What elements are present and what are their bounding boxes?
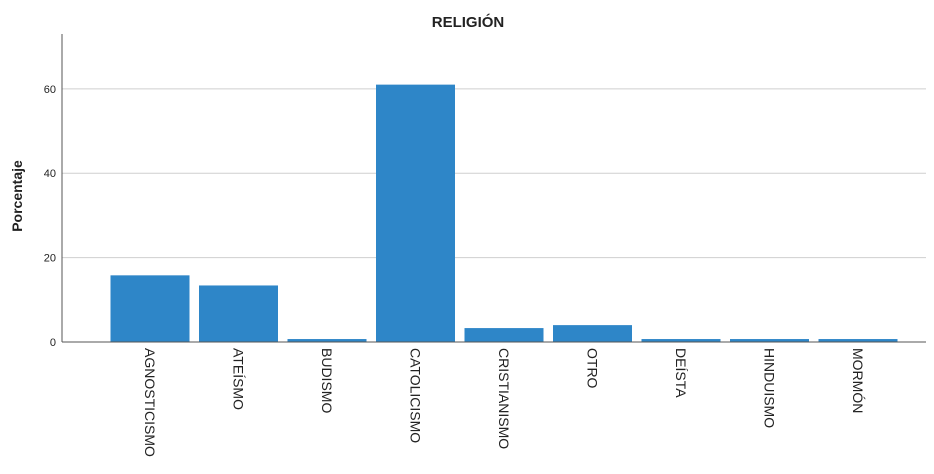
y-tick-label: 60 xyxy=(44,84,56,96)
bar-agnosticismo xyxy=(110,275,190,342)
y-tick-label: 40 xyxy=(44,168,56,180)
x-tick-label: MORMÓN xyxy=(850,348,866,413)
bar-otro xyxy=(553,325,632,342)
y-tick-label: 0 xyxy=(50,337,56,349)
x-tick-label: ATEÍSMO xyxy=(231,348,247,410)
x-tick-labels: AGNOSTICISMO ATEÍSMO BUDISMO CATOLICISMO CRI… xyxy=(142,348,866,457)
bar-deísta xyxy=(641,339,721,342)
bar-hinduismo xyxy=(730,339,809,342)
x-tick-label: BUDISMO xyxy=(319,348,335,413)
y-axis-label: Porcentaje xyxy=(9,160,25,232)
y-tick-labels: 0 20 40 60 xyxy=(44,84,56,349)
x-tick-label: AGNOSTICISMO xyxy=(142,348,158,457)
y-tick-label: 20 xyxy=(44,253,56,265)
x-tick-label: DEÍSTA xyxy=(673,348,689,398)
x-tick-label: CATOLICISMO xyxy=(408,348,424,443)
axes xyxy=(61,34,926,343)
bar-mormón xyxy=(818,339,898,342)
bar-catolicismo xyxy=(376,84,455,343)
bars xyxy=(110,84,898,343)
grid-lines xyxy=(62,88,926,259)
bar-cristianismo xyxy=(464,328,544,342)
x-tick-label: CRISTIANISMO xyxy=(496,348,512,449)
bar-ateísmo xyxy=(199,285,278,342)
x-tick-label: OTRO xyxy=(585,348,601,389)
x-tick-label: HINDUISMO xyxy=(762,348,778,428)
chart-title: RELIGIÓN xyxy=(432,13,505,31)
bar-budismo xyxy=(287,339,367,342)
